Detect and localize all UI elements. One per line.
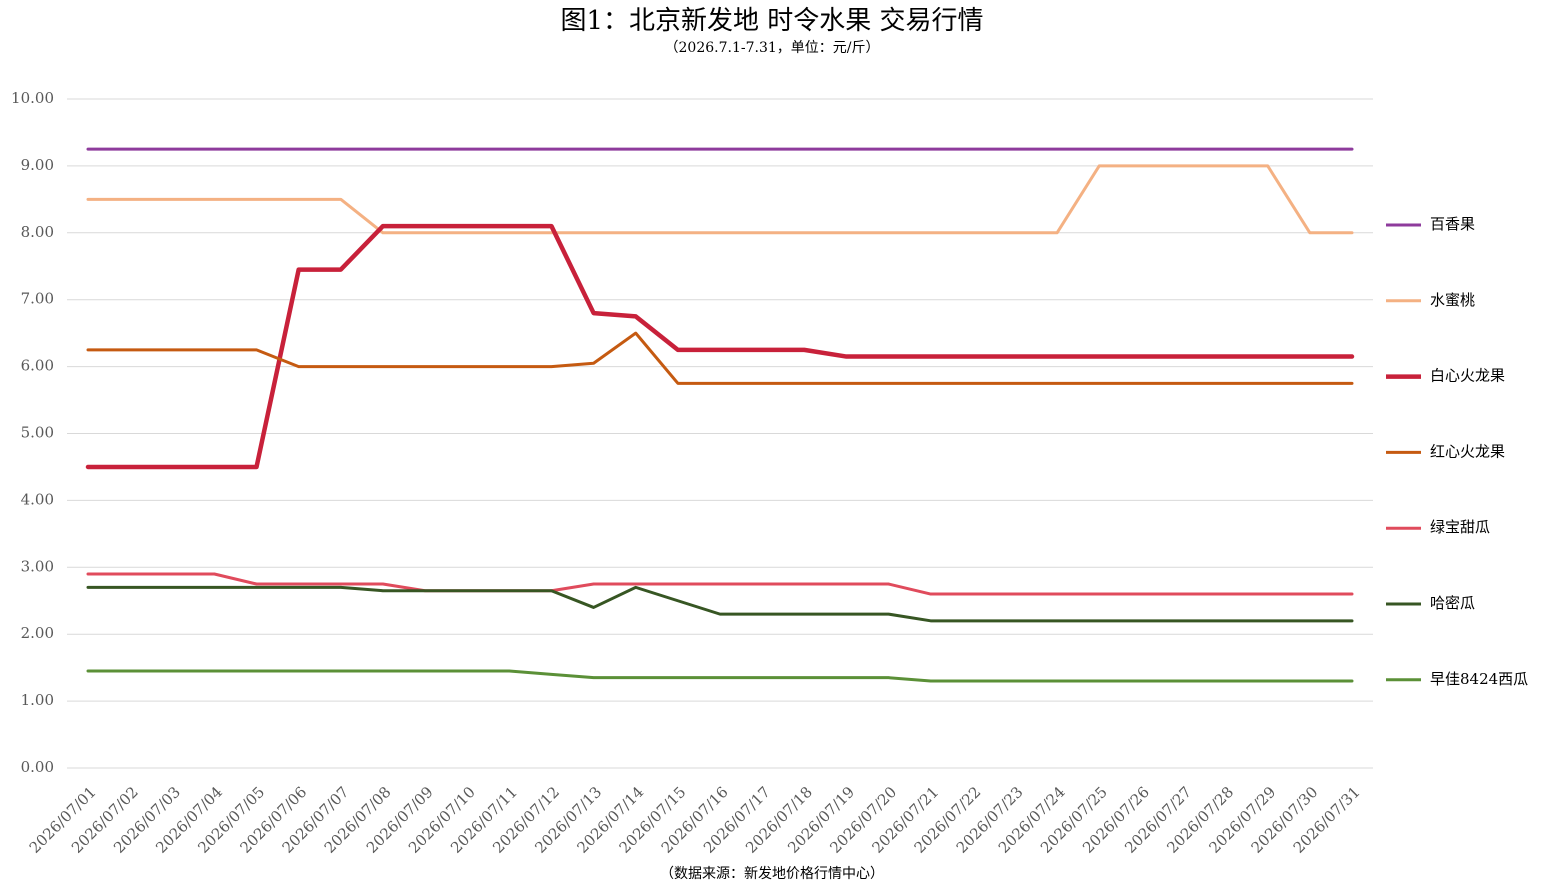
legend-label: 白心火龙果 [1430,367,1505,385]
y-tick-label: 5.00 [21,424,54,442]
y-tick-label: 4.00 [21,490,54,508]
data-line [86,331,1354,385]
data-line [86,572,1354,596]
legend-label: 百香果 [1430,215,1475,233]
legend-label: 绿宝甜瓜 [1430,518,1490,536]
y-tick-label: 0.00 [21,758,54,776]
y-tick-label: 8.00 [21,223,54,241]
data-line [86,669,1354,683]
legend-label: 哈密瓜 [1430,594,1475,612]
legend-label: 水蜜桃 [1430,291,1475,309]
data-line [86,164,1354,235]
y-tick-label: 6.00 [21,357,54,375]
chart-subtitle: （2026.7.1-7.31，单位：元/斤） [665,40,880,56]
y-tick-label: 2.00 [21,624,54,642]
y-tick-label: 7.00 [21,290,54,308]
source-note: （数据来源：新发地价格行情中心） [660,866,884,882]
chart-title: 图1：北京新发地 时令水果 交易行情 [560,6,983,36]
data-line [85,223,1355,470]
y-tick-label: 1.00 [21,691,54,709]
legend-label: 红心火龙果 [1430,442,1505,460]
legend-label: 早佳8424西瓜 [1430,670,1528,688]
y-tick-label: 9.00 [21,156,54,174]
y-tick-label: 3.00 [21,557,54,575]
y-tick-label: 10.00 [11,89,54,107]
data-line [86,585,1354,623]
